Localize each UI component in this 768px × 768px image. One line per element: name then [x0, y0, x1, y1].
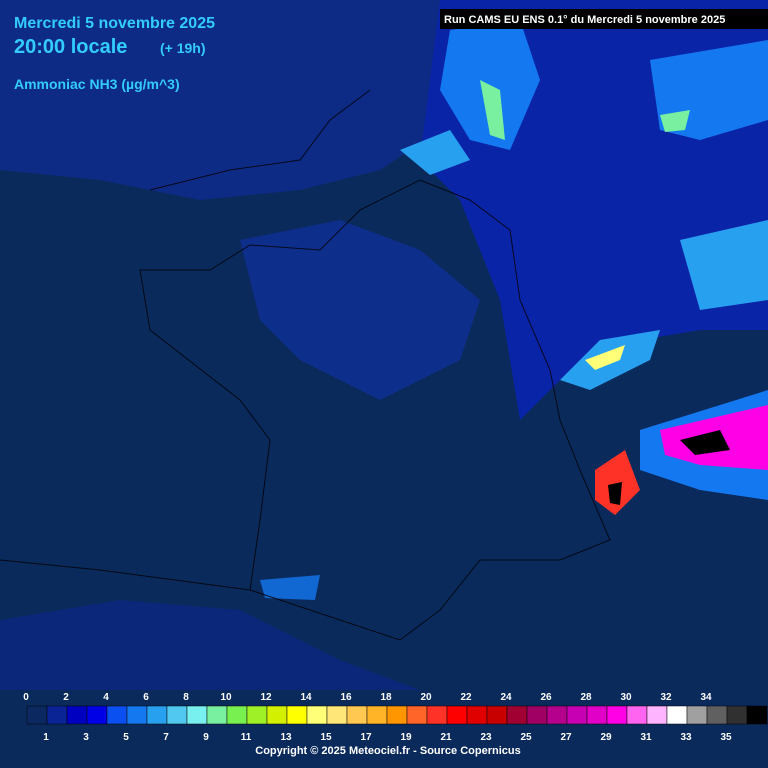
legend-label: 32 [660, 692, 672, 703]
legend-label: 5 [123, 732, 129, 743]
legend-swatch [726, 705, 748, 725]
legend-label: 21 [440, 732, 452, 743]
legend-swatch [106, 705, 128, 725]
parameter: Ammoniac NH3 (µg/m^3) [14, 76, 180, 92]
legend-label: 23 [480, 732, 492, 743]
legend-swatch [126, 705, 148, 725]
legend-label: 3 [83, 732, 89, 743]
legend-label: 19 [400, 732, 412, 743]
legend-swatch [646, 705, 668, 725]
legend-swatch [326, 705, 348, 725]
legend-swatch [486, 705, 508, 725]
legend-swatch [146, 705, 168, 725]
legend-label: 2 [63, 692, 69, 703]
legend-label: 15 [320, 732, 332, 743]
legend-swatch [606, 705, 628, 725]
date: Mercredi 5 novembre 2025 [14, 15, 215, 32]
legend-label: 28 [580, 692, 592, 703]
time: 20:00 locale [14, 36, 127, 58]
legend-label: 0 [23, 692, 29, 703]
legend-swatch [226, 705, 248, 725]
legend-swatch [186, 705, 208, 725]
concentration-field [0, 0, 768, 690]
legend-label: 16 [340, 692, 352, 703]
legend-label: 13 [280, 732, 292, 743]
legend-swatch [446, 705, 468, 725]
legend-label: 14 [300, 692, 312, 703]
legend-label: 11 [241, 732, 252, 743]
legend-label: 30 [620, 692, 632, 703]
run-label: Run CAMS EU ENS 0.1° du Mercredi 5 novem… [444, 14, 725, 26]
legend-swatch [266, 705, 288, 725]
legend-swatch [366, 705, 388, 725]
legend-label: 12 [260, 692, 272, 703]
legend-label: 34 [700, 692, 712, 703]
legend-label: 18 [380, 692, 392, 703]
legend-label: 35 [720, 732, 732, 743]
legend-label: 20 [420, 692, 432, 703]
legend-label: 22 [460, 692, 472, 703]
borders [0, 89, 611, 641]
legend-swatch [286, 705, 308, 725]
legend-swatch [626, 705, 648, 725]
legend-swatch [526, 705, 548, 725]
legend-swatch [386, 705, 408, 725]
legend-swatch [26, 705, 48, 725]
legend-label: 6 [143, 692, 149, 703]
legend-swatch [686, 705, 708, 725]
legend-swatch [706, 705, 728, 725]
legend-swatch [666, 705, 688, 725]
legend-swatch [506, 705, 528, 725]
legend-swatch [66, 705, 88, 725]
legend-label: 9 [203, 732, 209, 743]
legend-label: 17 [360, 732, 372, 743]
legend-label: 27 [560, 732, 572, 743]
legend-swatch [166, 705, 188, 725]
legend-swatch [566, 705, 588, 725]
legend-swatch [306, 705, 328, 725]
legend-swatch [206, 705, 228, 725]
legend-label: 26 [540, 692, 552, 703]
lead: (+ 19h) [160, 40, 206, 56]
legend-swatch [586, 705, 608, 725]
legend-label: 1 [43, 732, 49, 743]
legend-swatch [46, 705, 68, 725]
legend-label: 7 [163, 732, 169, 743]
legend-swatch [406, 705, 428, 725]
legend-swatch [246, 705, 268, 725]
copyright: Copyright © 2025 Meteociel.fr - Source C… [255, 745, 520, 757]
legend-label: 4 [103, 692, 109, 703]
legend-swatch [346, 705, 368, 725]
legend-label: 31 [640, 732, 652, 743]
legend-label: 10 [220, 692, 232, 703]
legend-swatch [466, 705, 488, 725]
legend-swatch [546, 705, 568, 725]
legend-label: 8 [183, 692, 189, 703]
legend-label: 29 [600, 732, 612, 743]
legend-label: 24 [500, 692, 512, 703]
legend-swatch [746, 705, 768, 725]
legend-swatch [426, 705, 448, 725]
legend-label: 25 [520, 732, 532, 743]
legend-label: 33 [680, 732, 692, 743]
run-box [440, 9, 768, 29]
legend-swatch [86, 705, 108, 725]
